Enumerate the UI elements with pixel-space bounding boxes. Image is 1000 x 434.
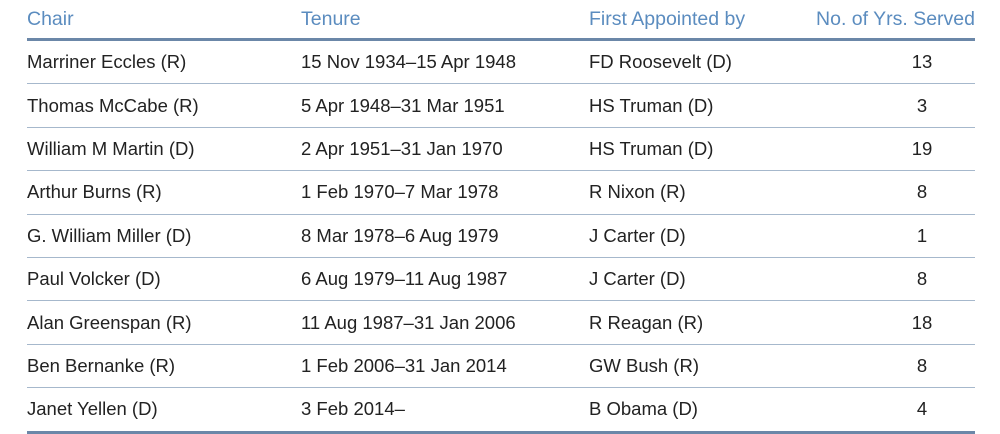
table-row: Marriner Eccles (R) 15 Nov 1934–15 Apr 19… bbox=[27, 39, 975, 85]
cell-tenure: 8 Mar 1978–6 Aug 1979 bbox=[301, 214, 589, 258]
cell-years-served: 8 bbox=[811, 344, 975, 389]
table-body: Marriner Eccles (R) 15 Nov 1934–15 Apr 19… bbox=[27, 39, 975, 434]
cell-chair: Alan Greenspan (R) bbox=[27, 300, 301, 345]
cell-tenure: 5 Apr 1948–31 Mar 1951 bbox=[301, 83, 589, 128]
cell-tenure: 3 Feb 2014– bbox=[301, 387, 589, 434]
table-row: Thomas McCabe (R) 5 Apr 1948–31 Mar 1951 H… bbox=[27, 83, 975, 128]
header-appointed-by: First Appointed by bbox=[589, 0, 811, 41]
fed-chairs-table: Chair Tenure First Appointed by No. of Y… bbox=[27, 0, 975, 434]
cell-years-served: 4 bbox=[811, 387, 975, 434]
cell-years-served: 1 bbox=[811, 214, 975, 258]
cell-tenure: 15 Nov 1934–15 Apr 1948 bbox=[301, 39, 589, 85]
cell-years-served: 18 bbox=[811, 300, 975, 345]
table-header: Chair Tenure First Appointed by No. of Y… bbox=[27, 0, 975, 41]
cell-years-served: 13 bbox=[811, 39, 975, 85]
cell-years-served: 8 bbox=[811, 170, 975, 215]
table-row: Ben Bernanke (R) 1 Feb 2006–31 Jan 2014 GW… bbox=[27, 344, 975, 389]
table-row: Alan Greenspan (R) 11 Aug 1987–31 Jan 200… bbox=[27, 300, 975, 345]
table-row: G. William Miller (D) 8 Mar 1978–6 Aug 19… bbox=[27, 214, 975, 258]
header-tenure: Tenure bbox=[301, 0, 589, 41]
cell-tenure: 11 Aug 1987–31 Jan 2006 bbox=[301, 300, 589, 345]
cell-appointed-by: R Nixon (R) bbox=[589, 170, 811, 215]
cell-chair: Janet Yellen (D) bbox=[27, 387, 301, 434]
cell-appointed-by: GW Bush (R) bbox=[589, 344, 811, 389]
cell-tenure: 6 Aug 1979–11 Aug 1987 bbox=[301, 257, 589, 302]
cell-chair: Marriner Eccles (R) bbox=[27, 39, 301, 85]
cell-tenure: 1 Feb 2006–31 Jan 2014 bbox=[301, 344, 589, 389]
cell-appointed-by: HS Truman (D) bbox=[589, 127, 811, 172]
fed-chairs-table-container: Chair Tenure First Appointed by No. of Y… bbox=[27, 0, 975, 434]
cell-tenure: 2 Apr 1951–31 Jan 1970 bbox=[301, 127, 589, 172]
cell-chair: Paul Volcker (D) bbox=[27, 257, 301, 302]
cell-chair: Thomas McCabe (R) bbox=[27, 83, 301, 128]
table-row: Paul Volcker (D) 6 Aug 1979–11 Aug 1987 J … bbox=[27, 257, 975, 302]
cell-appointed-by: J Carter (D) bbox=[589, 257, 811, 302]
cell-years-served: 19 bbox=[811, 127, 975, 172]
cell-appointed-by: B Obama (D) bbox=[589, 387, 811, 434]
table-row: Arthur Burns (R) 1 Feb 1970–7 Mar 1978 R N… bbox=[27, 170, 975, 215]
cell-chair: Ben Bernanke (R) bbox=[27, 344, 301, 389]
header-chair: Chair bbox=[27, 0, 301, 41]
cell-appointed-by: J Carter (D) bbox=[589, 214, 811, 258]
header-row: Chair Tenure First Appointed by No. of Y… bbox=[27, 0, 975, 41]
cell-years-served: 8 bbox=[811, 257, 975, 302]
cell-chair: Arthur Burns (R) bbox=[27, 170, 301, 215]
cell-chair: William M Martin (D) bbox=[27, 127, 301, 172]
cell-appointed-by: R Reagan (R) bbox=[589, 300, 811, 345]
header-years-served: No. of Yrs. Served bbox=[811, 0, 975, 41]
cell-years-served: 3 bbox=[811, 83, 975, 128]
table-row: William M Martin (D) 2 Apr 1951–31 Jan 19… bbox=[27, 127, 975, 172]
cell-tenure: 1 Feb 1970–7 Mar 1978 bbox=[301, 170, 589, 215]
cell-appointed-by: HS Truman (D) bbox=[589, 83, 811, 128]
cell-chair: G. William Miller (D) bbox=[27, 214, 301, 258]
table-row: Janet Yellen (D) 3 Feb 2014– B Obama (D) 4 bbox=[27, 387, 975, 434]
cell-appointed-by: FD Roosevelt (D) bbox=[589, 39, 811, 85]
